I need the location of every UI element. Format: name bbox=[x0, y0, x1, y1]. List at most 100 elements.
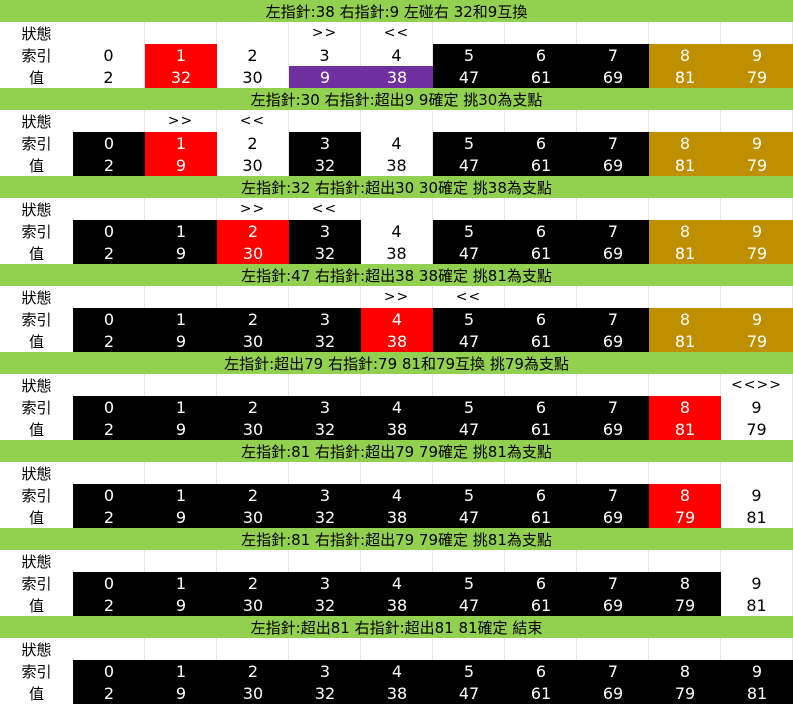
index-cell: 8 bbox=[649, 308, 721, 330]
index-cell: 1 bbox=[145, 396, 217, 418]
row-label: 索引 bbox=[0, 44, 73, 66]
row-label: 索引 bbox=[0, 132, 73, 154]
index-cell: 8 bbox=[649, 44, 721, 66]
index-cell: 0 bbox=[73, 572, 145, 594]
index-cell: 3 bbox=[289, 44, 361, 66]
value-cell: 61 bbox=[505, 418, 577, 440]
pointer-marker bbox=[289, 110, 361, 132]
value-cell: 32 bbox=[289, 154, 361, 176]
pointer-marker bbox=[505, 638, 577, 660]
value-cell: 69 bbox=[577, 330, 649, 352]
pointer-marker: << bbox=[217, 110, 289, 132]
value-cell: 61 bbox=[505, 594, 577, 616]
row-label: 狀態 bbox=[0, 462, 73, 484]
pointer-marker bbox=[577, 110, 649, 132]
value-cell: 9 bbox=[289, 66, 361, 88]
pointer-marker bbox=[649, 198, 721, 220]
index-cell: 6 bbox=[505, 572, 577, 594]
index-cell: 8 bbox=[649, 132, 721, 154]
step-banner: 左指針:81 右指針:超出79 79確定 挑81為支點 bbox=[0, 528, 793, 550]
pointer-marker bbox=[361, 198, 433, 220]
value-cell: 69 bbox=[577, 154, 649, 176]
row-label: 索引 bbox=[0, 308, 73, 330]
pointer-marker: <<>> bbox=[721, 374, 793, 396]
index-cell: 0 bbox=[73, 660, 145, 682]
index-cell: 9 bbox=[721, 572, 793, 594]
index-cell: 0 bbox=[73, 396, 145, 418]
index-cell: 4 bbox=[361, 660, 433, 682]
pointer-marker bbox=[505, 198, 577, 220]
pointer-marker bbox=[577, 374, 649, 396]
value-cell: 81 bbox=[649, 330, 721, 352]
value-cell: 32 bbox=[289, 418, 361, 440]
state-row: 狀態 >> << bbox=[0, 286, 793, 308]
index-row: 索引 0 1 2 3 4 5 6 7 8 9 bbox=[0, 44, 793, 66]
index-cell: 7 bbox=[577, 220, 649, 242]
value-cell: 61 bbox=[505, 506, 577, 528]
value-cell: 61 bbox=[505, 682, 577, 704]
index-cell: 7 bbox=[577, 132, 649, 154]
pointer-marker: >> bbox=[289, 22, 361, 44]
value-cell: 81 bbox=[721, 594, 793, 616]
value-cell: 30 bbox=[217, 594, 289, 616]
value-cell: 79 bbox=[721, 242, 793, 264]
index-cell: 4 bbox=[361, 132, 433, 154]
row-label: 索引 bbox=[0, 660, 73, 682]
pointer-marker: >> bbox=[217, 198, 289, 220]
pointer-marker bbox=[73, 286, 145, 308]
index-cell: 1 bbox=[145, 220, 217, 242]
state-row: 狀態 bbox=[0, 550, 793, 572]
value-cell: 61 bbox=[505, 154, 577, 176]
index-cell: 3 bbox=[289, 220, 361, 242]
pointer-marker bbox=[649, 22, 721, 44]
step-banner: 左指針:32 右指針:超出30 30確定 挑38為支點 bbox=[0, 176, 793, 198]
state-row: 狀態 <<>> bbox=[0, 374, 793, 396]
index-cell: 2 bbox=[217, 660, 289, 682]
pointer-marker bbox=[145, 22, 217, 44]
row-label: 值 bbox=[0, 682, 73, 704]
pointer-marker bbox=[649, 374, 721, 396]
value-cell: 32 bbox=[289, 594, 361, 616]
value-cell: 47 bbox=[433, 418, 505, 440]
pointer-marker bbox=[721, 550, 793, 572]
value-row: 值 2 32 30 9 38 47 61 69 81 79 bbox=[0, 66, 793, 88]
value-cell: 9 bbox=[145, 682, 217, 704]
value-cell: 2 bbox=[73, 506, 145, 528]
row-label: 狀態 bbox=[0, 110, 73, 132]
step-banner: 左指針:47 右指針:超出38 38確定 挑81為支點 bbox=[0, 264, 793, 286]
index-cell: 9 bbox=[721, 660, 793, 682]
step-banner: 左指針:30 右指針:超出9 9確定 挑30為支點 bbox=[0, 88, 793, 110]
value-cell: 38 bbox=[361, 330, 433, 352]
index-cell: 6 bbox=[505, 308, 577, 330]
pointer-marker bbox=[217, 638, 289, 660]
index-cell: 1 bbox=[145, 132, 217, 154]
pointer-marker bbox=[289, 550, 361, 572]
index-cell: 2 bbox=[217, 572, 289, 594]
value-cell: 81 bbox=[649, 66, 721, 88]
pointer-marker bbox=[721, 638, 793, 660]
index-cell: 1 bbox=[145, 44, 217, 66]
state-row: 狀態 >> << bbox=[0, 198, 793, 220]
index-cell: 8 bbox=[649, 572, 721, 594]
row-label: 狀態 bbox=[0, 22, 73, 44]
pointer-marker bbox=[361, 462, 433, 484]
row-label: 索引 bbox=[0, 396, 73, 418]
value-cell: 47 bbox=[433, 66, 505, 88]
value-cell: 81 bbox=[649, 242, 721, 264]
index-cell: 8 bbox=[649, 660, 721, 682]
pointer-marker bbox=[433, 110, 505, 132]
value-cell: 32 bbox=[289, 242, 361, 264]
index-row: 索引 0 1 2 3 4 5 6 7 8 9 bbox=[0, 220, 793, 242]
pointer-marker: >> bbox=[145, 110, 217, 132]
index-cell: 4 bbox=[361, 484, 433, 506]
pointer-marker bbox=[73, 462, 145, 484]
value-cell: 38 bbox=[361, 594, 433, 616]
pointer-marker bbox=[145, 550, 217, 572]
index-cell: 1 bbox=[145, 308, 217, 330]
index-cell: 4 bbox=[361, 572, 433, 594]
value-cell: 9 bbox=[145, 242, 217, 264]
row-label: 值 bbox=[0, 154, 73, 176]
index-row: 索引 0 1 2 3 4 5 6 7 8 9 bbox=[0, 132, 793, 154]
value-row: 值 2 9 30 32 38 47 61 69 81 79 bbox=[0, 330, 793, 352]
pointer-marker bbox=[649, 638, 721, 660]
